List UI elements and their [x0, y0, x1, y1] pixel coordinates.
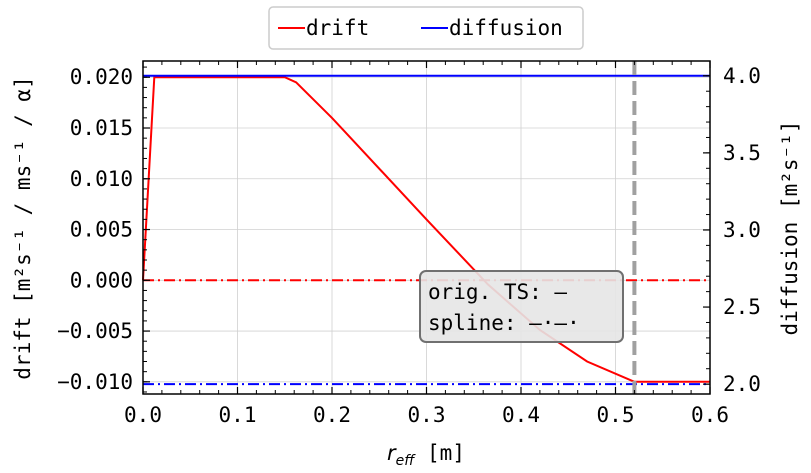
annotation-box: orig. TS: — spline: —·—·	[419, 270, 624, 343]
y-left-tick-label: −0.005	[57, 319, 133, 343]
y-left-tick-label: −0.010	[57, 370, 133, 394]
y-axis-right-label: diffusion [m²s⁻¹]	[778, 121, 802, 336]
y-left-tick-label: 0.015	[70, 116, 133, 140]
y-right-tick-label: 3.0	[723, 218, 761, 242]
y-left-tick-label: 0.010	[70, 167, 133, 191]
legend: drift diffusion	[268, 6, 584, 50]
x-tick-label: 0.6	[691, 403, 729, 427]
annotation-spline: spline: —·—·	[428, 311, 580, 335]
plot-frame	[142, 60, 711, 395]
x-tick-label: 0.4	[502, 403, 540, 427]
y-right-tick-label: 3.5	[723, 141, 761, 165]
grid	[142, 61, 711, 394]
x-tick-label: 0.5	[597, 403, 635, 427]
series-line-drift-solid	[142, 76, 710, 383]
x-tick-label: 0.3	[408, 403, 446, 427]
y-right-tick-label: 4.0	[723, 64, 761, 88]
y-axis-left-label: drift [m²s⁻¹ / ms⁻¹ / α]	[11, 76, 35, 379]
annotation-orig-ts: orig. TS: —	[428, 280, 567, 304]
y-left-tick-label: 0.005	[70, 218, 133, 242]
x-tick-label: 0.1	[219, 403, 257, 427]
y-left-tick-label: 0.020	[70, 65, 133, 89]
legend-diffusion-label: diffusion	[449, 16, 563, 40]
annotation-frame	[419, 270, 624, 343]
y-left-tick-label: 0.000	[70, 268, 133, 292]
x-tick-label: 0.2	[313, 403, 351, 427]
ticks-layer: 0.0 0.1 0.2 0.3 0.4 0.5 0.6 0.020 0.015 0.010 0.00…	[57, 61, 761, 427]
legend-drift-label: drift	[306, 16, 369, 40]
y-right-tick-label: 2.0	[723, 372, 761, 396]
x-axis-label: reff [m]	[387, 441, 465, 469]
y-right-tick-label: 2.5	[723, 295, 761, 319]
x-tick-label: 0.0	[124, 403, 162, 427]
